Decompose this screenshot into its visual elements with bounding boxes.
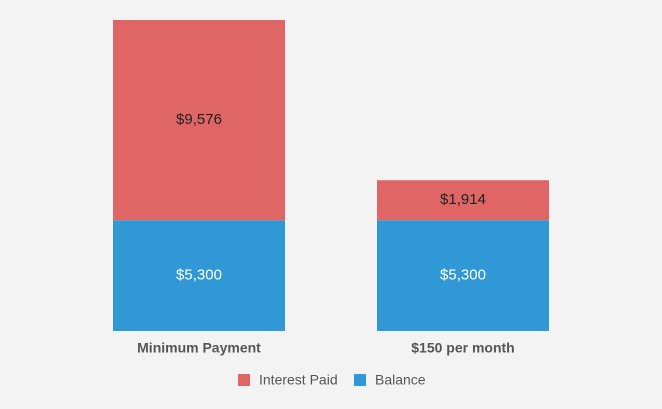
bar-segment bbox=[377, 220, 549, 331]
legend-label: Balance bbox=[375, 372, 426, 388]
value-label: $5,300 bbox=[440, 267, 486, 284]
value-label: $5,300 bbox=[176, 267, 222, 284]
legend-swatch bbox=[354, 374, 366, 386]
bar-segment bbox=[377, 180, 549, 221]
x-tick-label: $150 per month bbox=[411, 340, 514, 356]
legend-swatch bbox=[238, 374, 250, 386]
x-tick-label: Minimum Payment bbox=[137, 340, 261, 356]
value-label: $1,914 bbox=[440, 191, 486, 208]
value-label: $9,576 bbox=[176, 111, 222, 128]
legend-label: Interest Paid bbox=[259, 372, 338, 388]
bar-segment bbox=[113, 220, 285, 331]
bar-segment bbox=[113, 20, 285, 221]
